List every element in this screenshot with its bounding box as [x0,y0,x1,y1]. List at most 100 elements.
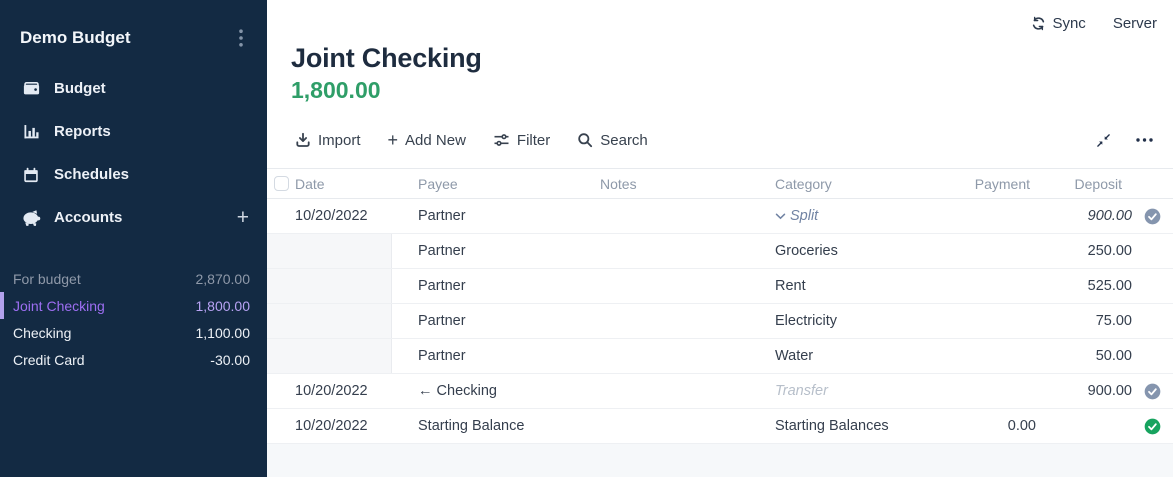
sidebar-item-budget[interactable]: Budget [0,67,267,110]
category-cell[interactable]: Electricity [765,304,940,338]
payment-cell[interactable] [940,199,1042,233]
server-label: Server [1112,14,1157,32]
sidebar-item-reports[interactable]: Reports [0,110,267,153]
date-cell[interactable]: 10/20/2022 [267,409,392,443]
sidebar-account-credit-card[interactable]: Credit Card -30.00 [0,346,267,373]
transaction-row[interactable]: 10/20/2022 Partner Split 900.00 [267,199,1173,234]
payee-cell[interactable]: Starting Balance [392,409,590,443]
status-cell [1132,409,1173,443]
payment-cell[interactable] [940,374,1042,408]
cleared-check-icon[interactable] [1144,208,1161,225]
split-category: Split [775,208,818,224]
account-name: Credit Card [13,351,85,368]
notes-cell[interactable] [590,409,765,443]
deposit-text: 900.00 [1087,383,1132,399]
deposit-cell[interactable]: 50.00 [1042,339,1132,373]
cleared-check-icon[interactable] [1144,383,1161,400]
reconciled-check-icon[interactable] [1144,418,1161,435]
filter-button[interactable]: Filter [493,132,550,149]
page-title[interactable]: Joint Checking [291,43,482,73]
sync-label: Sync [1052,14,1086,32]
server-button[interactable]: Server [1113,15,1157,32]
deposit-cell[interactable]: 75.00 [1042,304,1132,338]
payee-cell[interactable]: Partner [392,304,590,338]
category-cell[interactable]: Split [765,199,940,233]
notes-cell[interactable] [590,234,765,268]
category-cell[interactable]: Groceries [765,234,940,268]
transaction-row[interactable]: Partner Water 50.00 [267,339,1173,374]
sync-button[interactable]: Sync [1031,14,1086,32]
status-cell [1132,234,1173,268]
payee-cell[interactable]: Partner [392,199,590,233]
kebab-menu-icon[interactable] [235,27,247,49]
download-icon [295,132,311,148]
deposit-text: 525.00 [1087,278,1132,294]
deposit-cell[interactable] [1042,409,1132,443]
date-cell[interactable]: 10/20/2022 [267,374,392,408]
column-header-payment[interactable]: Payment [974,175,1030,192]
notes-cell[interactable] [590,339,765,373]
deposit-cell[interactable]: 525.00 [1042,269,1132,303]
transaction-row[interactable]: Partner Groceries 250.00 [267,234,1173,269]
deposit-cell[interactable]: 900.00 [1042,374,1132,408]
payee-cell[interactable]: ← Checking [392,374,590,408]
search-button[interactable]: Search [577,132,648,149]
payee-cell[interactable]: Partner [392,269,590,303]
sidebar-nav: Budget Reports Schedules Accounts + [0,67,267,239]
notes-cell[interactable] [590,269,765,303]
sidebar-header: Demo Budget [0,0,267,63]
ellipsis-menu-icon[interactable] [1136,138,1153,142]
add-new-button[interactable]: + Add New [388,131,466,149]
category-cell[interactable]: Starting Balances [765,409,940,443]
add-account-button[interactable]: + [236,205,249,229]
column-header-deposit[interactable]: Deposit [1074,175,1122,192]
search-icon [577,132,593,148]
payment-cell[interactable] [940,269,1042,303]
sidebar-item-accounts[interactable]: Accounts + [0,196,267,239]
sidebar-account-checking[interactable]: Checking 1,100.00 [0,319,267,346]
date-cell[interactable] [267,269,392,303]
transaction-row[interactable]: Partner Electricity 75.00 [267,304,1173,339]
date-cell[interactable] [267,339,392,373]
transaction-row[interactable]: 10/20/2022 Starting Balance Starting Balan… [267,409,1173,444]
notes-cell[interactable] [590,304,765,338]
payment-cell[interactable] [940,339,1042,373]
date-cell[interactable]: 10/20/2022 [267,199,392,233]
column-header-date[interactable]: Date [295,175,325,192]
chevron-down-icon[interactable] [775,213,786,220]
transaction-row[interactable]: 10/20/2022 ← Checking Transfer 900.00 [267,374,1173,409]
category-cell[interactable]: Rent [765,269,940,303]
payment-cell[interactable] [940,304,1042,338]
notes-cell[interactable] [590,199,765,233]
status-cell [1132,374,1173,408]
date-cell[interactable] [267,234,392,268]
select-all-checkbox[interactable] [274,176,289,191]
notes-cell[interactable] [590,374,765,408]
category-cell[interactable]: Transfer [765,374,940,408]
sidebar-item-schedules[interactable]: Schedules [0,153,267,196]
transaction-row[interactable]: Partner Rent 525.00 [267,269,1173,304]
deposit-cell[interactable]: 250.00 [1042,234,1132,268]
import-button[interactable]: Import [295,132,361,149]
status-cell [1132,269,1173,303]
collapse-transactions-icon[interactable] [1096,133,1111,148]
account-balance[interactable]: 1,800.00 [291,77,381,103]
sidebar-account-joint-checking[interactable]: Joint Checking 1,800.00 [0,292,267,319]
deposit-cell[interactable]: 900.00 [1042,199,1132,233]
date-cell[interactable] [267,304,392,338]
column-header-payee[interactable]: Payee [418,175,458,192]
column-header-category[interactable]: Category [775,175,832,192]
table-footer-area [267,444,1173,477]
account-balance-value: 1,800.00 [195,297,251,314]
payee-cell[interactable]: Partner [392,339,590,373]
payment-cell[interactable]: 0.00 [1007,418,1036,434]
category-cell[interactable]: Water [765,339,940,373]
column-header-notes[interactable]: Notes [600,175,637,192]
payee-cell[interactable]: Partner [392,234,590,268]
budget-name[interactable]: Demo Budget [20,28,131,47]
sidebar-account-for-budget[interactable]: For budget 2,870.00 [0,265,267,292]
payee-text: Partner [418,208,466,224]
payment-cell[interactable] [940,234,1042,268]
account-name: Joint Checking [13,297,105,314]
deposit-text: 250.00 [1087,243,1132,259]
